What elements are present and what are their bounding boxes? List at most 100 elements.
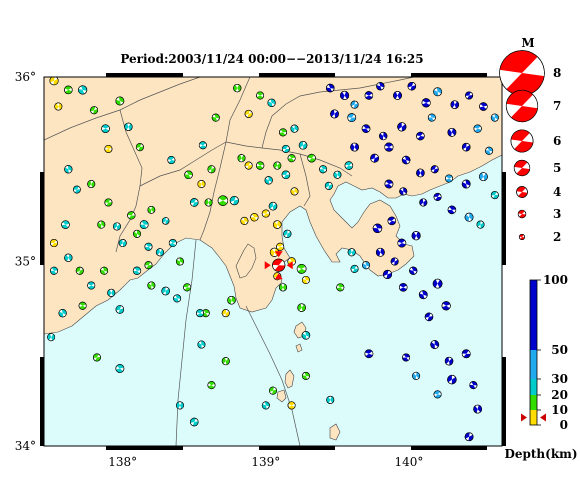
event-mechanism: [387, 216, 397, 226]
event-mechanism: [115, 364, 125, 373]
event-mechanism: [409, 266, 418, 275]
event-mechanism: [376, 82, 385, 91]
event-mechanism: [198, 141, 207, 150]
lon-tick-label: 140°: [395, 455, 424, 469]
event-mechanism: [397, 238, 407, 248]
event-mechanism: [264, 176, 273, 185]
event-mechanism: [281, 170, 291, 180]
event-mechanism: [227, 295, 236, 305]
event-mechanism: [204, 198, 213, 207]
target-arrow-right-icon: [286, 261, 293, 270]
depth-marker-left-icon: [521, 413, 527, 422]
event-mechanism: [464, 432, 474, 442]
event-mechanism: [290, 187, 299, 196]
event-mechanism: [399, 187, 408, 196]
event-mechanism: [124, 122, 133, 131]
event-mechanism: [168, 239, 177, 248]
event-mechanism: [419, 198, 428, 207]
magnitude-legend-label: 2: [553, 230, 561, 244]
event-mechanism: [390, 257, 399, 266]
event-mechanism: [461, 349, 471, 359]
lat-tick-label: 35°: [15, 255, 36, 269]
event-mechanism: [78, 85, 88, 95]
event-mechanism: [469, 381, 478, 390]
target-arrow-left-icon: [264, 261, 271, 270]
event-mechanism: [384, 142, 394, 152]
land-izu-west-coast: [235, 243, 257, 279]
event-mechanism: [73, 185, 81, 194]
magnitude-legend-symbol: [516, 186, 528, 198]
event-mechanism: [372, 223, 383, 233]
depth-tick-label: 10: [551, 403, 568, 417]
event-mechanism: [301, 331, 311, 340]
event-mechanism: [362, 261, 371, 270]
event-mechanism: [196, 309, 204, 318]
event-mechanism: [175, 257, 184, 266]
event-mechanism: [64, 165, 73, 174]
event-mechanism: [301, 371, 310, 380]
event-mechanism: [221, 357, 230, 366]
event-mechanism: [115, 96, 125, 106]
event-mechanism: [190, 198, 199, 207]
event-mechanism: [479, 102, 488, 111]
event-mechanism: [113, 222, 121, 231]
event-mechanism: [290, 124, 299, 133]
land-miyakejima: [329, 423, 341, 441]
event-mechanism: [250, 213, 259, 222]
event-mechanism: [330, 109, 339, 119]
magnitude-legend-label: 8: [553, 66, 561, 80]
event-mechanism: [167, 156, 176, 165]
target-arrow-top-icon: [274, 251, 283, 258]
magnitude-legend-label: 5: [553, 161, 561, 175]
depth-tick-label: 100: [543, 273, 568, 287]
frame-segment: [411, 446, 487, 450]
event-mechanism: [127, 211, 136, 220]
depth-scale-frame: [529, 279, 538, 426]
event-mechanism: [173, 294, 182, 303]
event-mechanism: [319, 165, 328, 174]
event-mechanism: [407, 81, 417, 91]
land-toshima: [295, 343, 303, 353]
event-mechanism: [340, 90, 350, 100]
event-mechanism: [255, 161, 265, 170]
event-mechanism: [375, 247, 385, 257]
event-mechanism: [107, 288, 116, 297]
event-mechanism: [447, 374, 457, 385]
land-kozushima: [276, 389, 287, 403]
land-niijima: [284, 369, 295, 389]
event-mechanism: [432, 278, 443, 289]
magnitude-legend-symbol: [518, 233, 526, 241]
magnitude-legend: M 8 7 6 5 4 3 2: [499, 36, 561, 244]
event-mechanism: [347, 248, 356, 257]
event-mechanism: [445, 174, 454, 183]
event-mechanism: [175, 401, 184, 410]
event-mechanism: [147, 281, 156, 290]
event-mechanism: [132, 266, 142, 275]
event-mechanism: [281, 144, 290, 153]
event-mechanism: [478, 172, 488, 182]
event-mechanism: [261, 401, 270, 410]
depth-band: [530, 280, 537, 350]
event-mechanism: [240, 216, 249, 225]
depth-tick-label: 0: [560, 418, 568, 432]
event-mechanism: [416, 168, 425, 178]
event-mechanism: [476, 220, 485, 229]
event-mechanism: [49, 77, 59, 86]
target-event-marker[interactable]: [264, 251, 293, 280]
event-mechanism: [269, 386, 277, 395]
event-mechanism: [279, 283, 288, 292]
event-mechanism: [244, 109, 253, 118]
event-mechanism: [64, 85, 73, 95]
event-mechanism: [87, 281, 96, 290]
event-mechanism: [370, 153, 380, 163]
event-mechanism: [430, 340, 440, 349]
frame-segment: [259, 73, 335, 77]
magnitude-legend-label: 4: [553, 185, 561, 199]
event-mechanism: [211, 113, 220, 122]
event-mechanism: [490, 191, 499, 200]
event-mechanism: [61, 220, 70, 229]
event-mechanism: [325, 83, 335, 93]
event-mechanism: [197, 340, 206, 349]
event-mechanism: [433, 390, 442, 399]
